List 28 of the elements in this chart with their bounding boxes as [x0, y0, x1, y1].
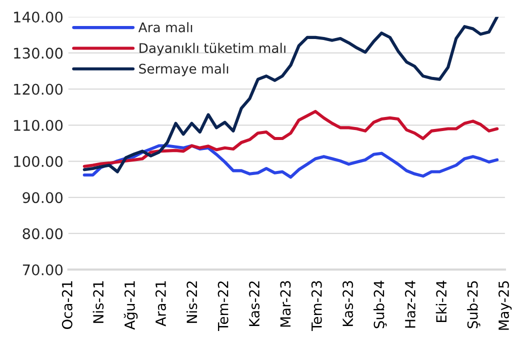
x-tick-label: Kas-22 — [249, 281, 260, 326]
y-tick-label: 120.00 — [14, 84, 63, 95]
x-tick-label: Şub-24 — [374, 280, 387, 328]
legend-label: Ara malı — [138, 22, 192, 32]
y-tick-label: 110.00 — [14, 120, 63, 131]
legend-label: Sermaye malı — [139, 64, 228, 76]
y-tick-label: 140.00 — [14, 12, 63, 23]
y-tick-label: 90.00 — [22, 192, 63, 204]
y-tick-label: 130.00 — [14, 48, 63, 59]
legend-label: Dayanıklı tüketim malı — [140, 42, 286, 56]
x-tick-label: Şub-25 — [467, 281, 480, 328]
x-tick-label: Kas-23 — [342, 281, 354, 326]
line-series — [82, 16, 499, 174]
y-tick-label: 70.00 — [22, 264, 63, 276]
x-tick-label: Mar-23 — [280, 281, 291, 327]
x-tick-label: Oca-21 — [62, 281, 72, 330]
x-tick-label: Ara-21 — [155, 281, 166, 326]
x-tick-label: Nis-21 — [92, 281, 104, 323]
x-tick-label: Tem-22 — [218, 281, 228, 331]
x-tick-label: Haz-24 — [404, 280, 416, 328]
x-tick-label: Nis-22 — [186, 281, 198, 323]
x-tick-label: May-25 — [498, 281, 512, 330]
y-tick-label: 80.00 — [22, 228, 63, 240]
x-tick-label: Ağu-21 — [124, 281, 138, 330]
x-tick-label: Eki-24 — [436, 280, 446, 322]
line-series — [82, 110, 499, 168]
x-tick-label: Tem-23 — [311, 281, 322, 331]
y-tick-label: 100.00 — [14, 156, 63, 168]
